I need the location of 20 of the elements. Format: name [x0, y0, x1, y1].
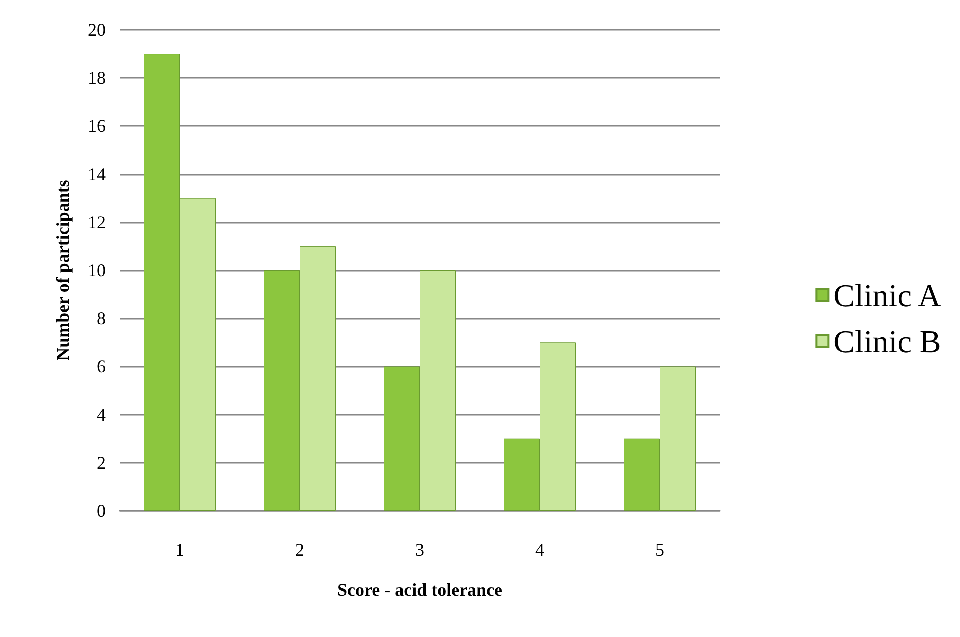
y-tick-label: 0: [97, 501, 106, 521]
x-axis-title: Score - acid tolerance: [337, 580, 503, 600]
y-tick-label: 12: [88, 212, 106, 232]
x-tick-label: 3: [416, 540, 424, 560]
y-axis-title: Number of participants: [53, 180, 73, 361]
y-tick-label: 18: [88, 68, 106, 88]
y-tick-label: 10: [88, 260, 106, 280]
y-tick-label: 2: [97, 452, 106, 473]
y-tick-label: 6: [97, 356, 106, 377]
x-tick-label: 4: [536, 540, 544, 560]
x-tick-label: 5: [656, 540, 664, 560]
x-tick-label: 1: [176, 540, 184, 560]
y-tick-label: 4: [97, 404, 106, 425]
y-tick-label: 20: [88, 20, 106, 40]
legend-label: Clinic A: [834, 278, 942, 314]
y-tick-label: 8: [97, 308, 106, 329]
legend-label: Clinic B: [834, 324, 942, 360]
y-tick-label: 16: [88, 116, 106, 136]
x-tick-label: 2: [296, 540, 304, 560]
y-tick-label: 14: [88, 164, 106, 184]
